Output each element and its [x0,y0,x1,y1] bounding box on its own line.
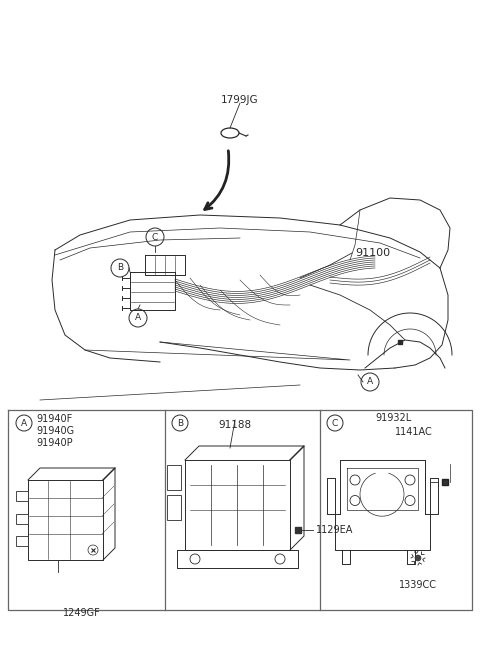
FancyBboxPatch shape [16,536,28,546]
Text: 1141AC: 1141AC [395,427,433,437]
Text: 1249GF: 1249GF [63,608,101,618]
Circle shape [405,495,415,506]
Text: A: A [21,419,27,428]
Text: 91100: 91100 [355,248,390,258]
Text: A: A [367,377,373,386]
Text: 91188: 91188 [218,420,252,430]
Text: 1799JG: 1799JG [221,95,259,105]
Text: 1339CC: 1339CC [399,580,437,590]
Circle shape [350,475,360,485]
FancyBboxPatch shape [167,495,181,520]
Text: 1129EA: 1129EA [316,525,353,535]
FancyBboxPatch shape [16,491,28,501]
Circle shape [415,555,421,561]
Text: B: B [117,263,123,272]
FancyBboxPatch shape [16,514,28,524]
Text: 91940F: 91940F [36,414,72,424]
Text: 91940G: 91940G [36,426,74,436]
Text: C: C [332,419,338,428]
Text: C: C [152,233,158,242]
Text: A: A [135,314,141,322]
Text: 91932L: 91932L [375,413,411,423]
Circle shape [405,475,415,485]
FancyBboxPatch shape [167,465,181,490]
Circle shape [350,495,360,506]
Text: B: B [177,419,183,428]
Text: 91940P: 91940P [36,438,72,448]
